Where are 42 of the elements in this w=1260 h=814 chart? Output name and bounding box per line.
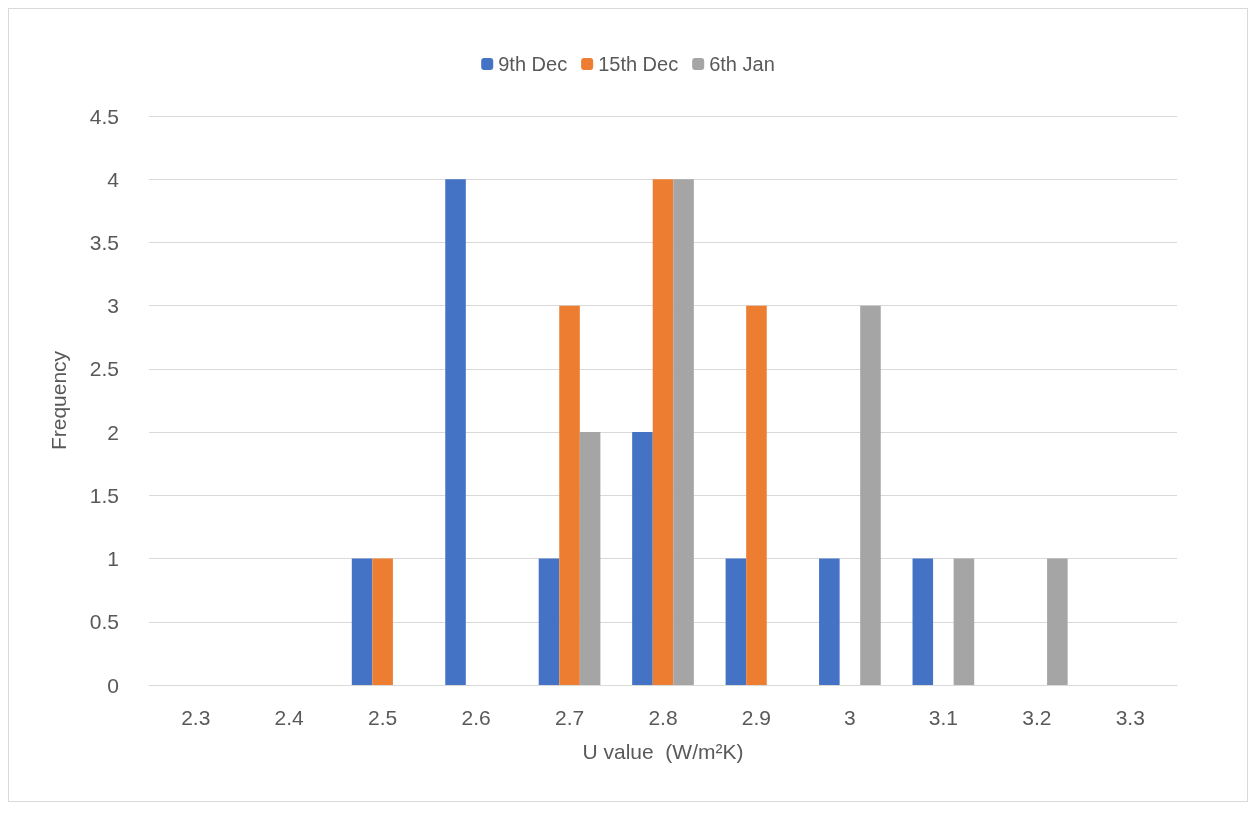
- bar: [445, 179, 466, 685]
- legend-label: 6th Jan: [709, 53, 775, 75]
- x-tick-label: 2.8: [648, 706, 678, 729]
- y-axis-title: Frequency: [47, 350, 70, 451]
- y-tick-label: 4: [107, 167, 120, 191]
- bar: [632, 432, 653, 685]
- bar: [912, 558, 934, 685]
- bar: [559, 305, 580, 685]
- bar: [746, 305, 767, 685]
- y-tick-label: 2.5: [89, 357, 119, 381]
- y-tick-label: 1: [107, 547, 119, 571]
- bar: [860, 305, 881, 685]
- legend-label: 15th Dec: [598, 53, 679, 75]
- x-axis-title: U value (W/m²K): [582, 740, 744, 763]
- bar: [351, 558, 373, 685]
- bar: [579, 432, 601, 685]
- bar: [538, 558, 560, 685]
- x-tick-label: 3.1: [928, 706, 958, 729]
- bar: [372, 558, 393, 685]
- x-tick-label: 2.9: [741, 706, 772, 729]
- y-tick-label: 0: [107, 673, 119, 697]
- y-tick-label: 0.5: [89, 610, 119, 634]
- x-tick-label: 2.4: [274, 706, 305, 729]
- x-tick-label: 2.5: [368, 706, 398, 729]
- bar: [819, 558, 840, 685]
- x-tick-label: 2.3: [181, 706, 211, 729]
- legend-label: 9th Dec: [498, 53, 568, 75]
- x-tick-label: 3.3: [1115, 706, 1145, 729]
- x-tick-label: 3: [844, 706, 856, 729]
- y-tick-label: 4.5: [89, 104, 119, 128]
- y-tick-label: 2: [107, 420, 119, 444]
- bar: [652, 179, 674, 685]
- x-tick-label: 2.7: [554, 706, 585, 729]
- x-tick-label: 2.6: [461, 706, 491, 729]
- bar: [953, 558, 975, 685]
- bar: [1047, 558, 1068, 685]
- bar: [673, 179, 694, 685]
- y-tick-label: 3.5: [89, 230, 119, 254]
- x-tick-label: 3.2: [1022, 706, 1052, 729]
- bar: [725, 558, 747, 685]
- y-tick-label: 1.5: [89, 483, 119, 507]
- y-tick-label: 3: [107, 294, 119, 318]
